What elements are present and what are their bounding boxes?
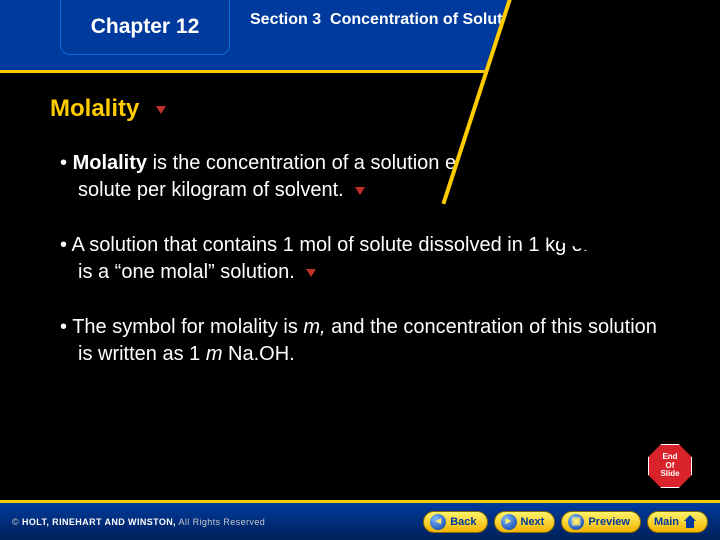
arrow-left-icon: ◄: [430, 514, 446, 530]
nav-label: Preview: [588, 516, 630, 528]
header-underline: [0, 70, 530, 73]
end-of-slide-badge[interactable]: End Of Slide: [648, 444, 692, 488]
section-line-1: Section 3: [250, 11, 321, 28]
animation-marker-icon: [156, 106, 166, 114]
publisher-name: HOLT, RINEHART AND WINSTON,: [22, 517, 176, 527]
animation-marker-icon: [306, 269, 316, 277]
rights-text: All Rights Reserved: [176, 517, 265, 527]
page-title-text: Molality: [50, 95, 139, 122]
main-button[interactable]: Main: [647, 511, 708, 533]
bullet-text-pre: The symbol for molality is: [72, 316, 303, 338]
copyright-text: © HOLT, RINEHART AND WINSTON, All Rights…: [12, 517, 417, 527]
preview-icon: ▣: [568, 514, 584, 530]
page-title: Molality: [50, 95, 166, 123]
end-badge-line: Slide: [660, 470, 679, 479]
slide-root: Chapter 12 Section 3 Concentration of So…: [0, 0, 720, 540]
copyright-symbol: ©: [12, 517, 19, 527]
arrow-right-icon: ►: [501, 514, 517, 530]
bullet-text-post: Na.OH.: [223, 343, 295, 365]
chapter-label: Chapter 12: [91, 15, 200, 39]
bullet-bold-lead: Molality: [73, 152, 147, 174]
preview-button[interactable]: ▣ Preview: [561, 511, 641, 533]
next-button[interactable]: ► Next: [494, 511, 556, 533]
home-icon: [683, 515, 697, 529]
back-button[interactable]: ◄ Back: [423, 511, 487, 533]
bullet-em: m,: [303, 316, 325, 338]
footer-bar: © HOLT, RINEHART AND WINSTON, All Rights…: [0, 500, 720, 540]
bullet-item: The symbol for molality is m, and the co…: [60, 314, 660, 368]
nav-label: Back: [450, 516, 476, 528]
bullet-em: m: [206, 343, 223, 365]
nav-label: Main: [654, 516, 679, 528]
chapter-tab: Chapter 12: [60, 0, 230, 55]
nav-label: Next: [521, 516, 545, 528]
animation-marker-icon: [355, 187, 365, 195]
